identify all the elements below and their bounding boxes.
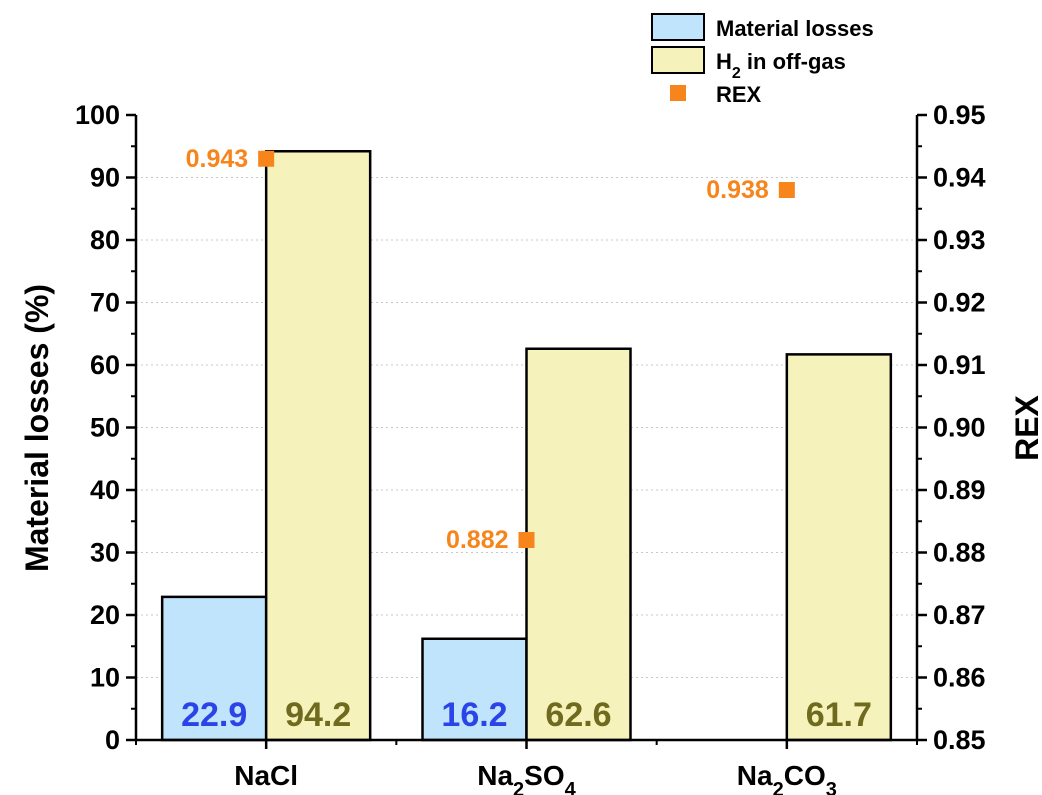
y2-tick-label: 0.92 (933, 288, 986, 318)
rex-marker (518, 532, 535, 548)
y-tick-label: 10 (90, 663, 120, 693)
y-tick-label: 0 (105, 725, 120, 755)
y-tick-label: 40 (90, 475, 120, 505)
bars (160, 150, 893, 742)
x-tick-label: Na2CO3 (737, 760, 837, 795)
legend-label: Material losses (716, 16, 874, 41)
bar-h2-off-gas (785, 353, 893, 742)
y-tick-label: 60 (90, 350, 120, 380)
bar-value-label: 62.6 (545, 696, 611, 734)
y2-tick-label: 0.87 (933, 600, 986, 630)
legend-swatch (651, 13, 705, 41)
legend-label: H2 in off-gas (716, 49, 846, 82)
rex-value-label: 0.938 (706, 176, 769, 204)
y2-tick-label: 0.93 (933, 225, 986, 255)
y2-axis-title: REX (1009, 394, 1042, 460)
bar-value-label: 22.9 (181, 696, 247, 734)
y2-tick-label: 0.89 (933, 475, 986, 505)
legend-swatch (670, 85, 686, 101)
y-tick-label: 70 (90, 288, 120, 318)
y-tick-label: 80 (90, 225, 120, 255)
rex-value-label: 0.882 (446, 526, 509, 554)
y2-tick-label: 0.91 (933, 350, 986, 380)
y-tick-label: 90 (90, 163, 120, 193)
y-tick-label: 20 (90, 600, 120, 630)
rex-marker (778, 182, 795, 198)
x-tick-label: NaCl (234, 760, 298, 791)
y2-tick-label: 0.95 (933, 100, 986, 130)
rex-value-label: 0.943 (186, 145, 249, 173)
legend-swatch (651, 46, 705, 74)
axes: 0 10 20 30 40 50 60 70 80 90 100 0.85 0.86 0.87 0.88 0.… (75, 100, 986, 795)
rex-marker (258, 150, 275, 167)
bar-value-label: 61.7 (806, 696, 872, 734)
x-tick-label: Na2SO4 (477, 760, 576, 795)
legend-label: REX (716, 82, 762, 107)
y-axis-title: Material losses (%) (19, 284, 55, 572)
y2-tick-label: 0.88 (933, 538, 986, 568)
y-tick-label: 30 (90, 538, 120, 568)
y-tick-label: 100 (75, 100, 120, 130)
y2-tick-label: 0.86 (933, 663, 986, 693)
bar-value-label: 94.2 (285, 696, 351, 734)
y2-tick-label: 0.85 (933, 725, 986, 755)
y2-tick-label: 0.90 (933, 413, 986, 443)
y-tick-label: 50 (90, 413, 120, 443)
y2-tick-label: 0.94 (933, 163, 986, 193)
data-labels: 22.9 94.2 16.2 62.6 61.7 0.943 0.882 0.938 (181, 145, 872, 734)
bar-h2-off-gas (264, 150, 372, 742)
bar-value-label: 16.2 (441, 696, 507, 734)
bar-h2-off-gas (525, 347, 632, 742)
